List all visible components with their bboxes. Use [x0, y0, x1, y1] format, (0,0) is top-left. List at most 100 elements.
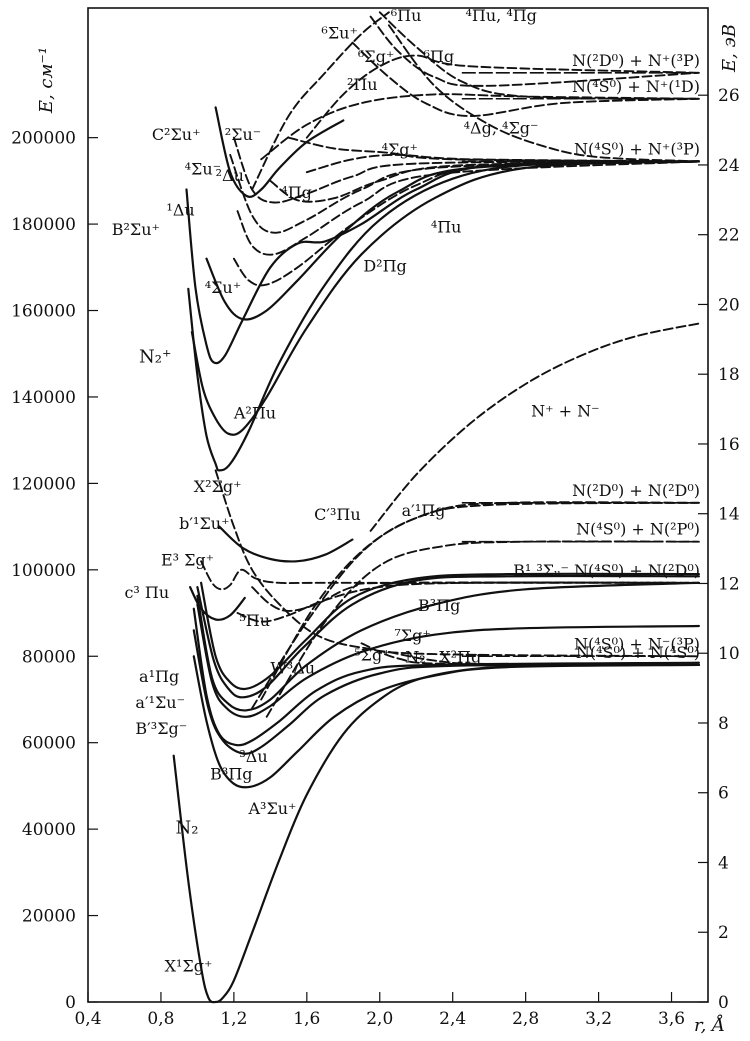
asymptote-label-1: N(⁴S⁰) + N⁺(¹D): [572, 77, 700, 96]
series-line-20: [187, 160, 700, 472]
curve-label-30: ²Σu⁻: [225, 125, 261, 144]
y2-tick-label: 4: [718, 853, 729, 873]
series-line-4: [196, 603, 700, 718]
series-line-7: [200, 572, 700, 691]
series-line-38: [387, 24, 700, 163]
asymptote-labels: N(²D⁰) + N⁺(³P) N(⁴S⁰) + N⁺(¹D) N(⁴S⁰) + N…: [461, 51, 700, 666]
series-line-19: [265, 540, 700, 718]
series-line-22: [185, 160, 700, 365]
x-tick-label: 0,8: [147, 1009, 174, 1029]
curve-label-28: ²Δu: [216, 166, 244, 185]
series-line-6: [196, 574, 700, 699]
series-line-29: [269, 160, 700, 203]
series-line-31: [287, 136, 700, 163]
y2-tick-label: 6: [718, 784, 729, 804]
asymptote-label-2: N(⁴S⁰) + N⁺(³P): [574, 139, 700, 158]
series-line-33: [251, 11, 390, 191]
y2-tick-label: 10: [718, 644, 740, 664]
y2-tick-label: 20: [718, 295, 740, 315]
asymptote-label-7: N(⁴S⁰) + N(⁴S⁰): [576, 643, 700, 662]
x-axis-title: r, Å: [694, 1014, 725, 1036]
series-line-11: [218, 525, 354, 563]
curve-label-14: B³Πg: [418, 596, 460, 615]
y2-tick-label: 16: [718, 435, 740, 455]
curve-label-21: B²Σu⁺: [112, 220, 160, 239]
curve-label-17: ⁵Σg⁺: [354, 646, 390, 665]
curve-label-35: ⁶Σg⁺: [358, 47, 394, 66]
y2-tick-label: 2: [718, 923, 729, 943]
curve-label-22: ¹Δu: [166, 200, 194, 219]
curve-label-7: W³Δu: [270, 659, 315, 678]
y-tick-label: 20000: [22, 907, 76, 927]
curve-label-33: ²Πu: [347, 75, 378, 94]
curve-label-0: X¹Σg⁺: [165, 957, 213, 976]
curve-label-11: b′¹Σu⁺: [179, 514, 229, 533]
series-line-1: [192, 655, 700, 789]
asymptote-label-5: B¹ ³Σᵤ⁻ N(⁴S⁰) + N(²D⁰): [513, 561, 700, 580]
curve-label-16: N₂⁻ X²Πg: [405, 648, 481, 667]
species-label-1: N₂⁺: [139, 346, 171, 367]
series-line-12: [236, 581, 700, 623]
curve-label-19: X²Σg⁺: [194, 477, 242, 496]
series-line-8: [189, 586, 246, 621]
curve-label-34: ⁶Σu⁺: [321, 23, 357, 42]
y-tick-label: 0: [65, 993, 76, 1013]
curve-label-15: ⁷Σg⁺: [394, 626, 430, 645]
curve-label-4: B′³Σg⁻: [135, 719, 187, 738]
curve-label-3: ³Δu: [239, 747, 267, 766]
asymptote-label-6: N(⁴S⁰) + N⁻(³P): [574, 634, 700, 653]
species-label-0: N₂: [176, 817, 199, 838]
series-line-16: [369, 322, 700, 532]
curve-label-38: ⁴Πu, ⁴Πg: [465, 6, 536, 25]
asymptote-label-4: N(⁴S⁰) + N(²P⁰): [576, 520, 700, 539]
x-tick-label: 1,2: [220, 1009, 247, 1029]
y-tick-label: 140000: [11, 388, 76, 408]
curve-label-1: A³Σu⁺: [247, 799, 296, 818]
y-tick-label: 200000: [11, 129, 76, 149]
series-line-36: [351, 41, 700, 117]
curve-label-24: ⁴Σu⁻: [185, 159, 221, 178]
curve-label-10: ⁵Πu: [239, 611, 270, 630]
curve-label-36: ⁶Πg: [424, 47, 455, 66]
y2-tick-label: 18: [718, 365, 740, 385]
curve-label-26: ⁴Πu: [431, 218, 462, 237]
y-tick-label: 180000: [11, 215, 76, 235]
curve-label-37: ⁶Πu: [391, 6, 422, 25]
y-tick-label: 100000: [11, 561, 76, 581]
series-line-27: [236, 160, 700, 256]
x-tick-label: 1,6: [293, 1009, 320, 1029]
series-line-32: [260, 93, 700, 161]
curve-label-13: a′¹Πg: [402, 501, 446, 520]
curve-label-6: a¹Πg: [139, 667, 179, 686]
y2-tick-label: 0: [718, 993, 729, 1013]
curve-label-32: ⁴Δg, ⁴Σg⁻: [464, 118, 539, 137]
x-tick-label: 3,6: [658, 1009, 685, 1029]
curve-label-9: E³ Σg⁺: [161, 551, 214, 570]
series-line-21: [190, 160, 700, 436]
series-line-34: [305, 54, 700, 139]
series-line-35: [369, 15, 700, 87]
plot-frame: [87, 7, 709, 1003]
y2-tick-label: 12: [718, 574, 740, 594]
y-axis-title-left: E, см⁻¹: [36, 47, 57, 114]
y2-tick-label: 14: [718, 505, 740, 525]
curve-label-8: c³ Πu: [124, 583, 169, 602]
y2-tick-label: 26: [718, 86, 740, 106]
y-tick-label: 80000: [22, 647, 76, 667]
asymptote-label-3: N(²D⁰) + N(²D⁰): [572, 481, 700, 500]
curve-label-27: ⁴Πg: [281, 183, 312, 202]
curve-label-5: a′¹Σu⁻: [135, 693, 185, 712]
curve-label-2: B³Πg: [210, 764, 252, 783]
y-tick-label: 60000: [22, 734, 76, 754]
y2-tick-label: 22: [718, 226, 740, 246]
curve-label-12: C′³Πu: [314, 505, 361, 524]
curve-label-29: C²Σu⁺: [152, 125, 201, 144]
x-tick-label: 2,8: [512, 1009, 539, 1029]
series-line-3: [192, 629, 700, 755]
y-tick-label: 40000: [22, 820, 76, 840]
series-line-14: [387, 650, 700, 666]
y-tick-label: 160000: [11, 302, 76, 322]
series-line-28: [232, 160, 700, 287]
